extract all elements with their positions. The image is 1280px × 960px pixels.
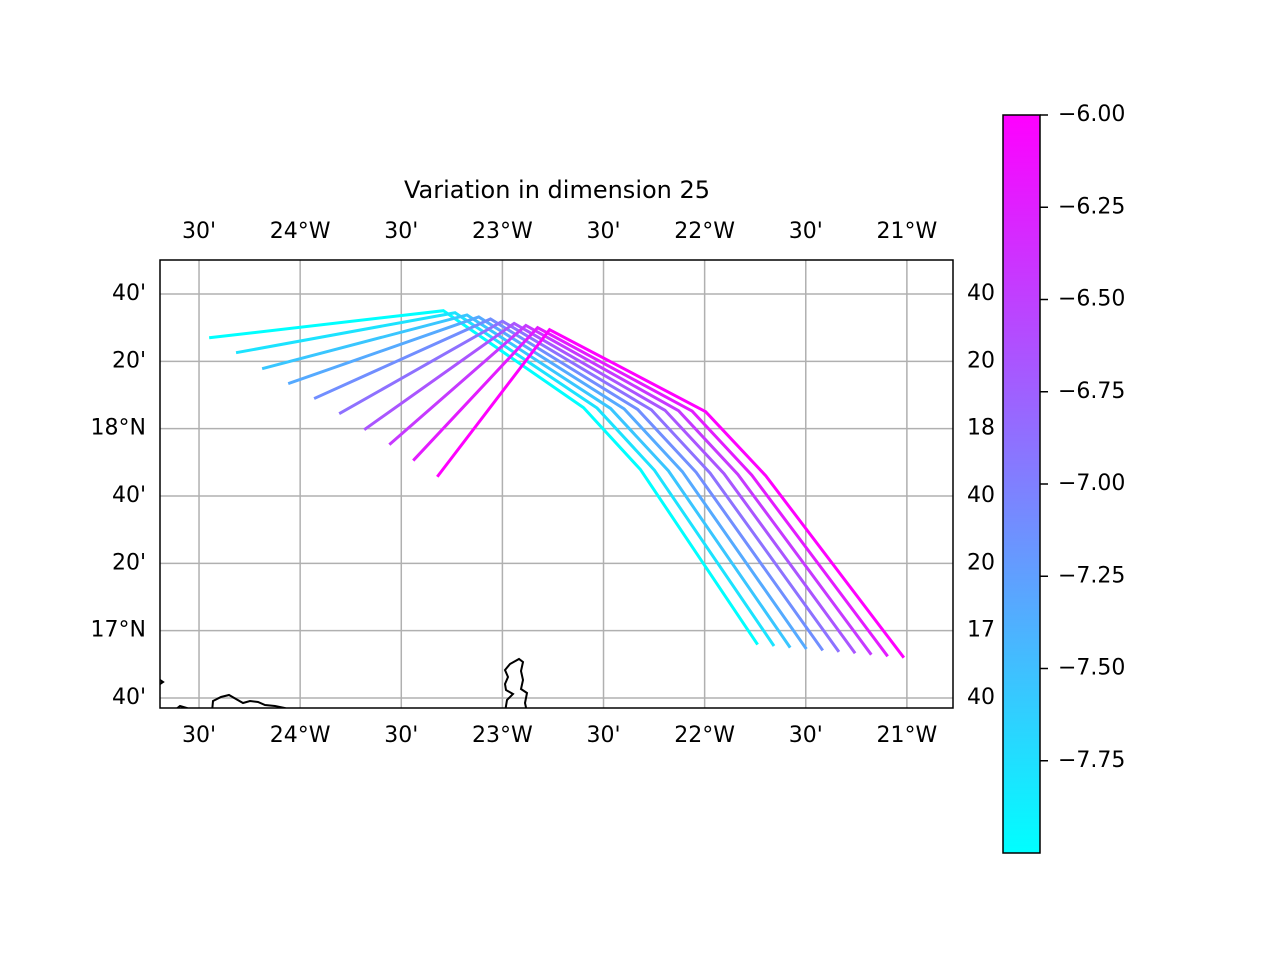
coastline	[503, 657, 529, 708]
y-tick-label-right: 40	[967, 281, 995, 306]
x-tick-label-top: 21°W	[877, 219, 938, 244]
x-tick-label-top: 23°W	[472, 219, 533, 244]
y-tick-label: 20'	[112, 348, 146, 373]
colorbar-tick-label: −7.25	[1058, 563, 1125, 588]
y-tick-label: 40'	[112, 685, 146, 710]
x-tick-label: 30'	[586, 723, 620, 748]
trajectory	[208, 309, 759, 646]
y-tick-label-right: 17	[967, 618, 995, 643]
trajectories	[208, 309, 906, 659]
coastlines	[160, 657, 529, 708]
chart-title: Variation in dimension 25	[404, 176, 710, 204]
x-tick-label-top: 30'	[789, 219, 823, 244]
trajectory	[261, 313, 792, 649]
trajectory	[412, 325, 889, 658]
x-tick-label: 22°W	[674, 723, 735, 748]
x-tick-label-top: 30'	[586, 219, 620, 244]
x-tick-label: 24°W	[270, 723, 331, 748]
y-tick-label-right: 40	[967, 483, 995, 508]
colorbar-tick-label: −7.50	[1058, 656, 1125, 681]
colorbar-tick-label: −6.25	[1058, 194, 1125, 219]
y-tick-label: 40'	[112, 483, 146, 508]
x-tick-label-top: 30'	[182, 219, 216, 244]
x-tick-label: 30'	[384, 723, 418, 748]
x-tick-label: 21°W	[877, 723, 938, 748]
trajectory	[287, 315, 808, 650]
x-tick-label: 30'	[789, 723, 823, 748]
coastline	[160, 679, 165, 685]
trajectory	[388, 323, 873, 656]
x-tick-label-top: 30'	[384, 219, 418, 244]
x-tick-label: 23°W	[472, 723, 533, 748]
colorbar-tick-label: −7.00	[1058, 471, 1125, 496]
y-tick-label-right: 18	[967, 416, 995, 441]
y-tick-label-right: 20	[967, 348, 995, 373]
trajectory	[313, 317, 824, 652]
trajectory	[338, 319, 841, 653]
trajectory	[235, 311, 776, 647]
grid	[160, 260, 953, 708]
x-tick-label-top: 24°W	[270, 219, 331, 244]
colorbar-tick-label: −7.75	[1058, 748, 1125, 773]
y-tick-label: 20'	[112, 550, 146, 575]
x-tick-label-top: 22°W	[674, 219, 735, 244]
colorbar	[1002, 114, 1041, 854]
trajectory	[363, 321, 857, 655]
y-tick-label: 40'	[112, 281, 146, 306]
trajectory	[436, 327, 906, 659]
colorbar-tick-label: −6.00	[1058, 102, 1125, 127]
x-tick-label: 30'	[182, 723, 216, 748]
y-tick-label-right: 20	[967, 550, 995, 575]
y-tick-label-right: 40	[967, 685, 995, 710]
y-tick-label: 17°N	[91, 618, 146, 643]
colorbar-tick-label: −6.75	[1058, 379, 1125, 404]
colorbar-tick-label: −6.50	[1058, 287, 1125, 312]
plot-frame	[159, 259, 954, 709]
coastline	[175, 693, 287, 708]
y-tick-label: 18°N	[91, 416, 146, 441]
